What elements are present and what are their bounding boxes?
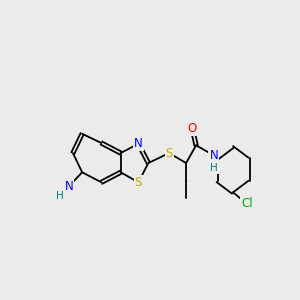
Text: H: H (210, 164, 218, 173)
Text: O: O (188, 122, 197, 135)
Text: Cl: Cl (241, 197, 253, 210)
Text: N: N (65, 180, 74, 193)
Text: N: N (134, 137, 143, 150)
Text: H: H (56, 191, 64, 201)
Text: S: S (166, 146, 173, 160)
Text: N: N (209, 149, 218, 162)
Text: S: S (135, 176, 142, 189)
